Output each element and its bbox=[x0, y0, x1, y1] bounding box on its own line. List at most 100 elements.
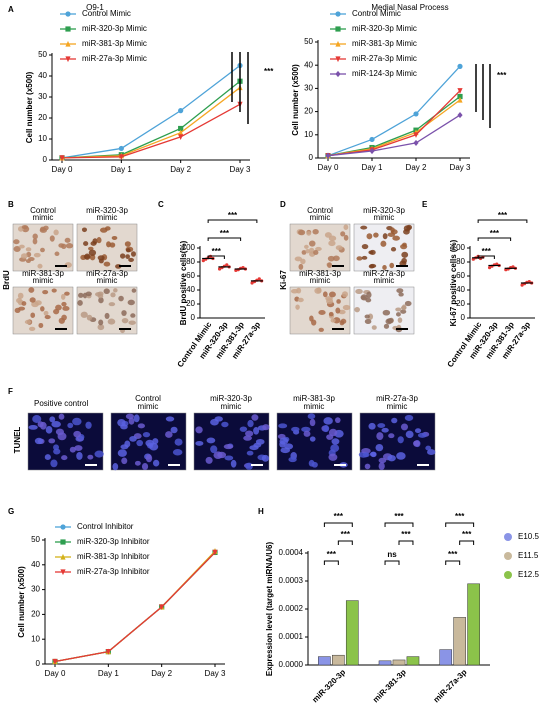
data-point bbox=[413, 111, 419, 117]
nucleus bbox=[134, 460, 141, 466]
nucleus bbox=[354, 307, 360, 313]
image-caption: miR-381-3p bbox=[293, 394, 335, 403]
data-point bbox=[325, 152, 331, 159]
nucleus bbox=[92, 238, 98, 245]
nucleus bbox=[311, 461, 318, 468]
image-caption: mimic bbox=[221, 402, 242, 411]
image-caption: miR-320-3p bbox=[363, 206, 405, 215]
nucleus bbox=[121, 317, 129, 324]
data-point bbox=[118, 145, 124, 152]
nucleus bbox=[307, 413, 316, 420]
nucleus bbox=[125, 254, 130, 259]
nucleus bbox=[343, 234, 349, 241]
nucleus bbox=[133, 414, 140, 423]
data-point bbox=[225, 263, 229, 267]
annotation: *** bbox=[394, 512, 404, 521]
data-point bbox=[335, 70, 341, 78]
nucleus bbox=[223, 443, 234, 450]
y-tick-label: 0 bbox=[36, 659, 41, 668]
data-point bbox=[457, 63, 463, 69]
nucleus bbox=[73, 430, 82, 438]
nucleus bbox=[246, 450, 254, 456]
nucleus bbox=[401, 251, 409, 258]
nucleus bbox=[118, 295, 124, 302]
nucleus bbox=[387, 454, 396, 462]
nucleus bbox=[328, 428, 338, 437]
y-axis-label: Ki-67 positive cells (%) bbox=[449, 239, 458, 326]
nucleus bbox=[34, 300, 42, 306]
nucleus bbox=[380, 240, 387, 247]
nucleus bbox=[106, 241, 111, 248]
annotation: *** bbox=[498, 211, 508, 220]
nucleus bbox=[328, 311, 334, 317]
nucleus bbox=[97, 255, 105, 261]
nucleus bbox=[141, 462, 149, 471]
annotation: *** bbox=[341, 530, 351, 539]
nucleus bbox=[340, 231, 346, 237]
nucleus bbox=[83, 241, 89, 247]
nucleus bbox=[405, 430, 414, 439]
image-caption: Control bbox=[30, 206, 56, 215]
nucleus bbox=[295, 304, 300, 310]
nucleus bbox=[309, 418, 316, 427]
nucleus bbox=[172, 448, 183, 456]
nucleus bbox=[37, 421, 44, 428]
data-point bbox=[178, 129, 184, 136]
annotation: *** bbox=[327, 550, 337, 559]
data-point bbox=[65, 11, 71, 17]
nucleus bbox=[364, 318, 372, 325]
nucleus bbox=[152, 459, 160, 467]
nucleus bbox=[136, 439, 144, 447]
bar bbox=[345, 600, 359, 666]
nucleus bbox=[318, 327, 324, 332]
nucleus bbox=[243, 435, 252, 441]
bar bbox=[332, 654, 345, 666]
nucleus bbox=[195, 426, 203, 434]
nucleus bbox=[28, 424, 38, 430]
x-tick-label: Day 3 bbox=[230, 165, 251, 174]
nucleus bbox=[392, 235, 400, 241]
y-axis-label: Cell number (x500) bbox=[25, 71, 34, 143]
y-tick-label: 100 bbox=[452, 243, 466, 252]
nucleus bbox=[43, 310, 49, 316]
nucleus bbox=[366, 291, 372, 299]
nucleus bbox=[76, 451, 83, 460]
nucleus bbox=[284, 443, 294, 450]
nucleus bbox=[391, 417, 398, 424]
line-series bbox=[327, 114, 461, 157]
legend-label: miR-124-3p Mimic bbox=[352, 69, 417, 78]
nucleus bbox=[278, 423, 288, 429]
legend-label: miR-381-3p Mimic bbox=[352, 39, 417, 48]
nucleus bbox=[398, 292, 404, 297]
nucleus bbox=[89, 254, 96, 261]
nucleus bbox=[296, 287, 302, 294]
nucleus bbox=[404, 414, 414, 421]
y-tick-label: 80 bbox=[186, 257, 195, 266]
nucleus bbox=[343, 224, 349, 230]
x-tick-label: Day 0 bbox=[318, 163, 339, 172]
panel-label: A bbox=[8, 5, 14, 14]
nucleus bbox=[413, 440, 421, 447]
nucleus bbox=[388, 433, 395, 439]
significance-bracket bbox=[384, 522, 414, 527]
data-point bbox=[335, 56, 341, 63]
bar bbox=[392, 659, 406, 666]
nucleus bbox=[32, 415, 42, 423]
y-tick-label: 80 bbox=[456, 257, 465, 266]
image-caption: Positive control bbox=[34, 399, 88, 408]
image-caption: mimic bbox=[387, 402, 408, 411]
nucleus bbox=[400, 305, 407, 310]
nucleus bbox=[383, 323, 390, 329]
nucleus bbox=[125, 248, 131, 253]
nucleus bbox=[97, 324, 105, 331]
nucleus bbox=[94, 450, 104, 458]
nucleus bbox=[13, 239, 20, 245]
nucleus bbox=[85, 291, 92, 297]
nucleus bbox=[251, 414, 259, 421]
image-caption: mimic bbox=[33, 276, 54, 285]
y-tick-label: 40 bbox=[31, 560, 40, 569]
image-caption: mimic bbox=[374, 276, 395, 285]
bar bbox=[406, 656, 420, 666]
nucleus bbox=[245, 462, 253, 470]
